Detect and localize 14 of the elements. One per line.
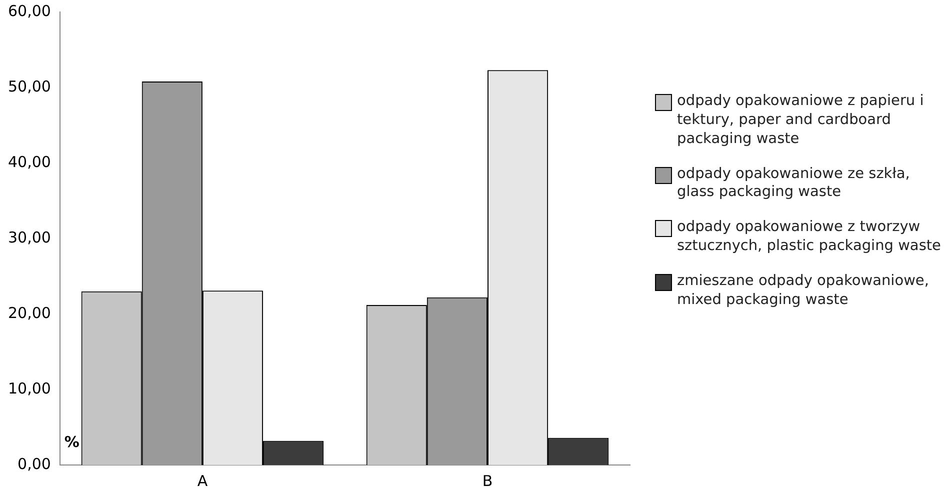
y-tick-label: 50,00: [8, 77, 51, 96]
x-tick-label: A: [197, 472, 208, 490]
legend-label: odpady opakowaniowe z papieru i tektury, paper and cardboard packaging waste: [677, 92, 925, 149]
legend-label: odpady opakowaniowe z tworzyw sztucznych, plastic packaging waste: [677, 218, 942, 256]
y-tick-label: 0,00: [18, 454, 51, 473]
legend-label: zmieszane odpady opakowaniowe, mixed packaging waste: [677, 272, 930, 310]
y-tick-label: 20,00: [8, 304, 51, 322]
x-tick-label: B: [482, 472, 493, 490]
y-tick-label: 40,00: [8, 152, 51, 171]
y-axis-title: %: [64, 432, 80, 451]
y-tick-label: 60,00: [8, 2, 51, 20]
y-tick-label: 10,00: [8, 379, 51, 398]
legend-label: odpady opakowaniowe ze szkła, glass packaging waste: [677, 164, 911, 202]
y-tick-label: 30,00: [8, 228, 51, 246]
